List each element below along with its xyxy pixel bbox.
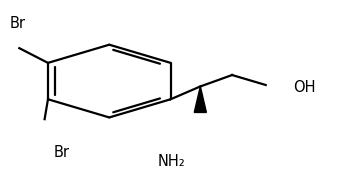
Text: Br: Br xyxy=(10,16,26,31)
Text: NH₂: NH₂ xyxy=(158,154,186,169)
Polygon shape xyxy=(194,86,206,112)
Text: OH: OH xyxy=(293,80,316,96)
Text: Br: Br xyxy=(54,145,70,160)
